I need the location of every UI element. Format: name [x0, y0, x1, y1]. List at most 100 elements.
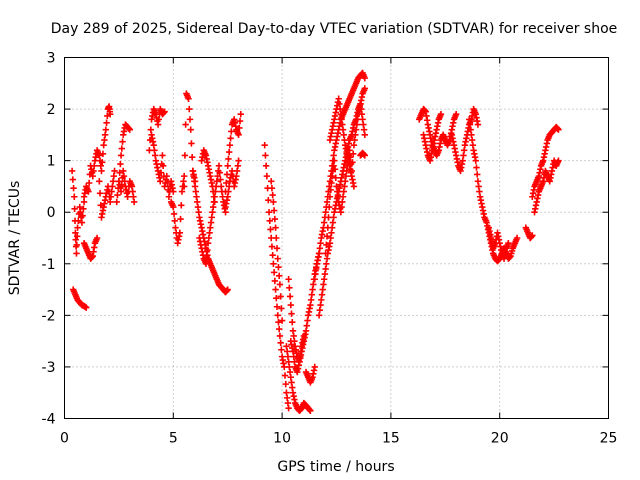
data-point — [180, 183, 188, 190]
data-point — [106, 111, 114, 118]
data-point — [261, 141, 268, 149]
data-point — [102, 126, 110, 133]
data-point — [286, 293, 294, 300]
data-point — [93, 234, 101, 242]
data-point — [74, 224, 81, 231]
data-point — [273, 303, 281, 310]
data-point — [269, 191, 276, 199]
data-point — [181, 152, 189, 159]
data-point — [278, 346, 285, 353]
x-tick-label: 15 — [382, 431, 400, 447]
data-point — [216, 169, 223, 176]
data-point — [273, 294, 280, 302]
data-point — [262, 162, 270, 169]
data-point — [323, 233, 331, 240]
data-point — [271, 215, 279, 223]
data-point — [176, 229, 184, 237]
data-point — [323, 241, 330, 249]
y-axis-label: SDTVAR / TECUs — [7, 181, 23, 296]
data-point — [111, 167, 118, 175]
x-axis-label: GPS time / hours — [277, 459, 394, 475]
data-point — [177, 215, 184, 223]
data-point — [529, 232, 536, 239]
data-point — [187, 126, 194, 133]
data-point — [285, 404, 292, 412]
data-point — [73, 241, 81, 249]
data-points — [68, 69, 562, 414]
data-point — [266, 217, 273, 225]
data-point — [73, 250, 80, 257]
data-point — [265, 209, 273, 216]
y-tick-label: 1 — [47, 154, 56, 170]
data-point — [437, 111, 445, 118]
data-point — [331, 166, 339, 173]
data-point — [171, 217, 178, 225]
data-point — [118, 145, 126, 152]
data-point — [204, 246, 211, 254]
data-point — [281, 372, 289, 379]
data-point — [117, 152, 125, 159]
x-tick-label: 10 — [273, 431, 291, 447]
data-point — [288, 310, 295, 317]
data-point — [474, 171, 481, 178]
data-point — [227, 135, 234, 142]
data-point — [474, 121, 482, 128]
data-point — [119, 138, 126, 145]
data-point — [328, 179, 335, 187]
data-point — [349, 150, 357, 157]
data-point — [202, 260, 210, 267]
data-point — [275, 319, 282, 326]
data-point — [289, 319, 296, 326]
data-point — [186, 116, 194, 123]
data-point — [273, 234, 280, 242]
data-point — [228, 128, 235, 135]
data-point — [159, 162, 167, 169]
data-point — [237, 111, 244, 118]
data-point — [203, 253, 210, 261]
data-point — [326, 193, 334, 200]
data-point — [235, 131, 242, 139]
data-point — [96, 178, 103, 185]
data-point — [276, 332, 284, 340]
data-point — [103, 119, 110, 127]
data-point — [282, 380, 289, 388]
data-point — [235, 157, 242, 164]
data-point — [263, 172, 271, 180]
x-tick-label: 5 — [169, 431, 178, 447]
data-point — [182, 121, 189, 128]
data-point — [236, 124, 243, 132]
data-point — [275, 264, 282, 271]
x-tick-labels: 0 5 10 15 20 25 — [60, 431, 617, 447]
y-tick-label: -3 — [42, 360, 56, 376]
data-point — [170, 188, 177, 195]
data-point — [452, 111, 460, 118]
x-tick-label: 20 — [491, 431, 509, 447]
chart-title: Day 289 of 2025, Sidereal Day-to-day VTE… — [51, 21, 618, 37]
data-point — [350, 183, 358, 190]
data-point — [85, 188, 92, 195]
data-point — [272, 286, 279, 293]
data-point — [170, 210, 178, 218]
data-point — [72, 236, 79, 243]
data-point — [269, 251, 276, 259]
data-point — [236, 117, 244, 125]
data-point — [274, 312, 281, 319]
x-tick-label: 25 — [600, 431, 618, 447]
data-point — [71, 205, 78, 212]
data-point — [327, 186, 334, 194]
data-point — [270, 260, 277, 267]
data-point — [68, 167, 76, 175]
data-point — [225, 155, 232, 163]
data-point — [75, 217, 82, 225]
data-point — [513, 234, 521, 242]
data-point — [555, 126, 562, 133]
data-point — [215, 162, 223, 169]
y-tick-labels: -4 -3 -2 -1 0 1 2 3 — [42, 51, 56, 428]
data-point — [331, 157, 338, 164]
data-point — [73, 233, 81, 240]
data-point — [188, 154, 196, 161]
data-point — [332, 174, 339, 182]
data-point — [505, 239, 512, 247]
data-point — [130, 198, 138, 206]
